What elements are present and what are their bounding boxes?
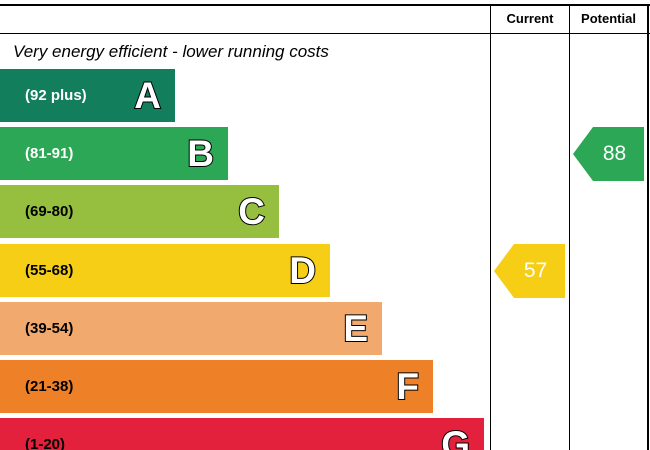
band-range-label: (69-80) bbox=[25, 203, 74, 220]
band-letter: G bbox=[440, 423, 471, 450]
band-range-label: (92 plus) bbox=[25, 87, 87, 104]
potential-column-divider bbox=[569, 4, 570, 450]
band-letter: E bbox=[342, 307, 369, 350]
band-letter: B bbox=[186, 132, 215, 175]
band-range-label: (39-54) bbox=[25, 320, 74, 337]
band-range-label: (55-68) bbox=[25, 262, 74, 279]
header-divider bbox=[0, 33, 650, 34]
current-column-divider bbox=[490, 4, 491, 450]
band-range-label: (21-38) bbox=[25, 378, 74, 395]
band-d: (55-68) D bbox=[0, 244, 330, 297]
band-f: (21-38) F bbox=[0, 360, 433, 413]
band-letter: F bbox=[395, 365, 420, 408]
top-border bbox=[0, 4, 650, 6]
band-c: (69-80) C bbox=[0, 185, 279, 238]
band-letter: C bbox=[237, 190, 266, 233]
band-b: (81-91) B bbox=[0, 127, 228, 180]
potential-header: Potential bbox=[581, 11, 636, 26]
band-g: (1-20) G bbox=[0, 418, 484, 450]
band-e: (39-54) E bbox=[0, 302, 382, 355]
band-range-label: (1-20) bbox=[25, 436, 66, 450]
current-rating-arrow: 57 bbox=[494, 244, 565, 298]
band-range-label: (81-91) bbox=[25, 145, 74, 162]
current-header: Current bbox=[506, 11, 554, 26]
efficiency-caption: Very energy efficient - lower running co… bbox=[13, 42, 329, 61]
potential-rating-arrow: 88 bbox=[573, 127, 644, 181]
right-border bbox=[647, 4, 649, 450]
band-a: (92 plus) A bbox=[0, 69, 175, 122]
band-letter: A bbox=[133, 74, 162, 117]
band-letter: D bbox=[288, 249, 317, 292]
